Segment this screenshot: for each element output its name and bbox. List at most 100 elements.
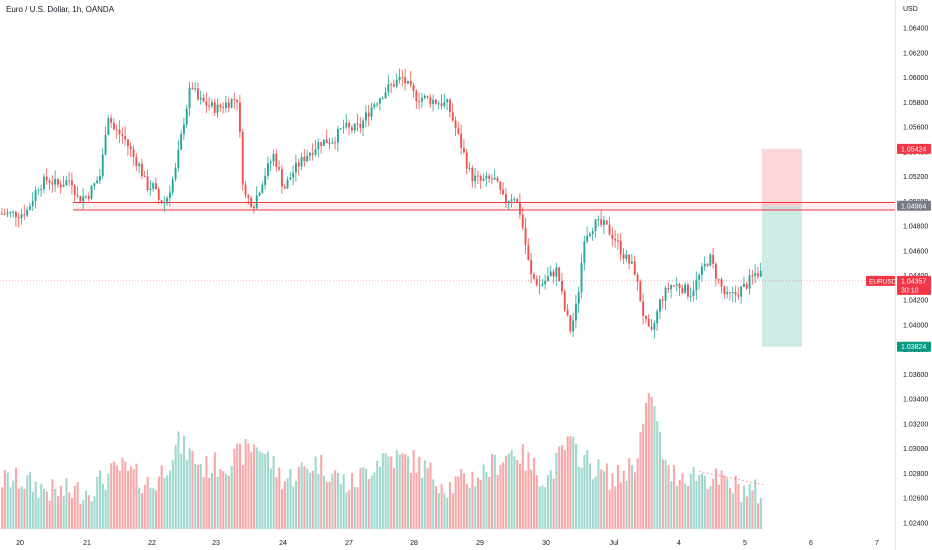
candle-body bbox=[650, 326, 653, 330]
candle-body bbox=[169, 192, 171, 199]
candle-body bbox=[197, 88, 199, 100]
candle-body bbox=[423, 95, 426, 99]
candle-body bbox=[586, 236, 589, 242]
volume-bar bbox=[348, 490, 351, 529]
candle-body bbox=[471, 167, 474, 182]
candle-body bbox=[754, 273, 757, 276]
candle-body bbox=[143, 176, 146, 178]
volume-bar bbox=[40, 483, 43, 529]
candle-body bbox=[608, 224, 611, 235]
volume-bar bbox=[642, 423, 645, 529]
volume-bar bbox=[647, 392, 650, 529]
volume-bar bbox=[328, 481, 331, 529]
volume-bar bbox=[255, 447, 258, 529]
price-tick-label: 1.05200 bbox=[903, 174, 928, 181]
time-tick-label: 7 bbox=[875, 540, 879, 547]
candle-body bbox=[300, 156, 303, 167]
candle-body bbox=[219, 104, 222, 108]
candle-body bbox=[135, 156, 138, 167]
volume-bar bbox=[275, 477, 278, 529]
volume-bar bbox=[253, 444, 256, 529]
candle-body bbox=[244, 184, 247, 196]
volume-bar bbox=[29, 472, 32, 529]
volume-bar bbox=[331, 473, 334, 529]
candle-body bbox=[365, 112, 367, 121]
volume-bar bbox=[563, 449, 566, 529]
candle-body bbox=[513, 199, 516, 201]
volume-bar bbox=[337, 472, 340, 529]
volume-bar bbox=[619, 482, 622, 529]
candle-body bbox=[124, 136, 127, 140]
price-axis[interactable]: USD 1.06400 1.06200 1.06000 1.05800 1.05600 1.… bbox=[895, 0, 932, 550]
volume-bar bbox=[31, 491, 34, 529]
volume-bar bbox=[628, 458, 631, 529]
volume-bar bbox=[709, 486, 712, 529]
volume-bar bbox=[370, 475, 373, 529]
volume-bar bbox=[124, 461, 127, 529]
candle-body bbox=[502, 189, 505, 195]
symbol-tag-bg bbox=[866, 275, 895, 286]
candle-body bbox=[538, 284, 541, 286]
volume-bar bbox=[507, 453, 510, 529]
candle-body bbox=[561, 281, 563, 292]
volume-bar bbox=[482, 464, 485, 529]
volume-bar bbox=[71, 497, 74, 529]
candle-body bbox=[334, 142, 337, 144]
candle-body bbox=[429, 97, 432, 104]
volume-bar bbox=[281, 489, 284, 529]
volume-bar bbox=[535, 475, 538, 529]
time-tick-label: 24 bbox=[279, 540, 287, 547]
volume-bar bbox=[180, 453, 183, 529]
candle-body bbox=[734, 291, 737, 295]
candle-body bbox=[141, 163, 143, 177]
candle-body bbox=[331, 142, 334, 144]
volume-bar bbox=[87, 495, 90, 529]
volume-bar bbox=[34, 481, 37, 529]
volume-bar bbox=[146, 476, 149, 529]
candle-body bbox=[443, 102, 446, 106]
candle-body bbox=[404, 77, 407, 84]
volume-bar bbox=[636, 458, 639, 529]
candle-body bbox=[673, 285, 675, 287]
volume-bar bbox=[362, 467, 365, 529]
volume-bar bbox=[323, 475, 326, 529]
candle-body bbox=[68, 180, 71, 182]
plot-area[interactable]: 20 21 22 23 24 27 28 29 30 Jul 4 5 6 7 EURUSD bbox=[0, 0, 895, 550]
volume-bar bbox=[37, 497, 40, 529]
candle-body bbox=[745, 283, 748, 289]
candle-body bbox=[155, 183, 157, 190]
candle-body bbox=[563, 291, 566, 310]
price-tick-label: 1.04800 bbox=[903, 224, 928, 231]
candle-body bbox=[421, 98, 423, 102]
volume-bar bbox=[695, 480, 698, 529]
candle-body bbox=[194, 88, 197, 90]
volume-bar bbox=[104, 489, 107, 529]
volume-bar bbox=[513, 456, 516, 529]
candle-body bbox=[177, 149, 180, 168]
candle-body bbox=[185, 108, 188, 125]
candle-body bbox=[191, 87, 194, 89]
volume-bar bbox=[715, 468, 718, 529]
volume-bar bbox=[404, 454, 407, 529]
volume-bar bbox=[656, 421, 659, 529]
candle-body bbox=[555, 267, 558, 277]
volume-bar bbox=[57, 496, 60, 529]
candle-body bbox=[589, 233, 591, 237]
candle-body bbox=[418, 100, 421, 102]
candle-body bbox=[701, 266, 703, 275]
candle-body bbox=[303, 156, 306, 162]
volume-bar bbox=[740, 501, 743, 529]
time-tick-label: 20 bbox=[16, 540, 24, 547]
candle-body bbox=[127, 139, 129, 147]
volume-bar bbox=[485, 472, 488, 529]
candle-body bbox=[519, 202, 521, 215]
entry-price-badge-value: 1.04964 bbox=[901, 203, 926, 210]
candle-body bbox=[359, 123, 362, 128]
candle-body bbox=[437, 103, 440, 105]
volume-bar bbox=[59, 485, 62, 529]
candle-body bbox=[211, 102, 213, 107]
volume-bar bbox=[446, 497, 449, 529]
volume-bar bbox=[121, 457, 124, 529]
volume-bar bbox=[423, 460, 426, 529]
